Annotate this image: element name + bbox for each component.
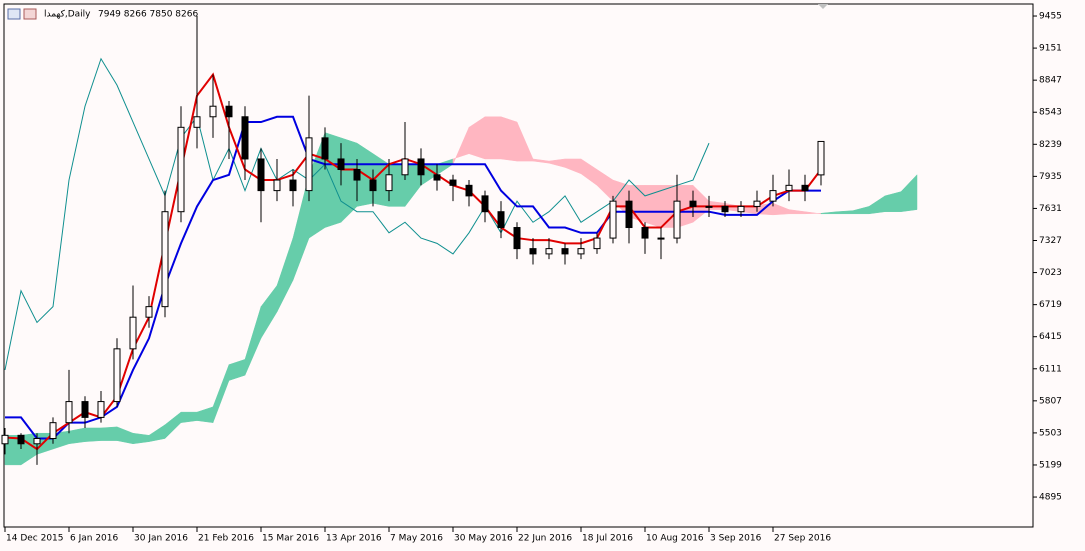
- cloud-segment: [900, 174, 918, 212]
- indicator-line: [4, 57, 710, 371]
- candle-body: [305, 137, 313, 192]
- symbol: كهمدا,Daily: [44, 10, 91, 20]
- shift-marker: [818, 4, 828, 9]
- candle-body: [33, 437, 41, 445]
- y-tick-label: 8847: [1039, 76, 1062, 86]
- candle-body: [625, 200, 633, 229]
- cloud-segment: [180, 411, 198, 423]
- x-tick-label: 7 May 2016: [390, 534, 443, 544]
- plot-area: [3, 3, 1034, 528]
- ohlc-text: 7949 8266 7850 8266: [98, 10, 198, 20]
- candle-body: [513, 227, 521, 250]
- candle-body: [225, 105, 233, 118]
- candle-body: [577, 248, 585, 255]
- x-tick-label: 30 Jan 2016: [134, 534, 188, 544]
- x-tick-label: 3 Sep 2016: [710, 534, 762, 544]
- candle-body: [49, 422, 57, 439]
- y-tick-label: 8239: [1039, 140, 1062, 150]
- x-tick-label: 13 Apr 2016: [326, 534, 382, 544]
- candle-body: [753, 200, 761, 207]
- x-tick-label: 6 Jan 2016: [70, 534, 118, 544]
- candle-body: [545, 248, 553, 255]
- candle-body: [321, 137, 329, 160]
- y-tick-label: 7935: [1039, 172, 1062, 182]
- candle-body: [433, 174, 441, 181]
- candle-body: [593, 237, 601, 250]
- candle-body: [673, 200, 681, 239]
- candle-body: [337, 158, 345, 171]
- y-tick-label: 7023: [1039, 268, 1062, 278]
- candle-body: [129, 316, 137, 350]
- symbol-icon: [7, 8, 37, 20]
- x-tick-label: 14 Dec 2015: [6, 534, 64, 544]
- y-tick-label: 6111: [1039, 364, 1062, 374]
- candle-body: [97, 401, 105, 418]
- cloud-segment: [84, 427, 102, 442]
- candle-body: [817, 140, 825, 176]
- x-tick-label: 21 Feb 2016: [198, 534, 254, 544]
- candle-body: [641, 227, 649, 239]
- y-tick-label: 8543: [1039, 108, 1062, 118]
- candle-body: [17, 434, 25, 445]
- y-tick-label: 5199: [1039, 460, 1062, 470]
- y-tick-label: 5503: [1039, 428, 1062, 438]
- candle-body: [257, 158, 265, 192]
- y-tick-label: 7631: [1039, 204, 1062, 214]
- y-tick-label: 6719: [1039, 300, 1062, 310]
- candle-body: [609, 200, 617, 239]
- candle-body: [769, 190, 777, 202]
- candle-body: [193, 116, 201, 128]
- candle-body: [465, 184, 473, 197]
- cloud-segment: [500, 116, 518, 162]
- candle-body: [209, 105, 217, 118]
- cloud-segment: [100, 426, 118, 441]
- x-tick-label: 18 Jul 2016: [582, 534, 633, 544]
- x-tick-label: 30 May 2016: [454, 534, 513, 544]
- x-tick-label: 27 Sep 2016: [774, 534, 831, 544]
- candle-body: [449, 179, 457, 186]
- candle-body: [81, 401, 89, 418]
- candle-body: [529, 248, 537, 255]
- y-tick-label: 5807: [1039, 396, 1062, 406]
- candle-body: [289, 179, 297, 192]
- candle-body: [1, 434, 9, 445]
- candle-body: [689, 200, 697, 207]
- candle-body: [241, 116, 249, 160]
- candle-body: [401, 158, 409, 176]
- x-tick-label: 10 Aug 2016: [646, 534, 704, 544]
- candle-body: [497, 211, 505, 229]
- candle-body: [145, 306, 153, 318]
- y-tick-label: 6415: [1039, 332, 1062, 342]
- candle-body: [161, 211, 169, 308]
- candle-body: [273, 179, 281, 192]
- candle-body: [705, 205, 713, 208]
- candle-body: [353, 169, 361, 181]
- indicator-line: [5, 115, 821, 440]
- cloud-segment: [484, 116, 502, 160]
- candle-body: [65, 401, 73, 424]
- candle-body: [417, 158, 425, 176]
- y-tick-label: 4895: [1039, 493, 1062, 503]
- x-tick-label: 15 Mar 2016: [262, 534, 319, 544]
- y-tick-label: 7327: [1039, 236, 1062, 246]
- indicator-line: [4, 72, 822, 451]
- y-tick-label: 9455: [1039, 12, 1062, 22]
- candle-body: [385, 174, 393, 192]
- candle-body: [721, 205, 729, 213]
- candle-body: [113, 348, 121, 403]
- cloud-segment: [132, 432, 150, 445]
- candle-body: [785, 184, 793, 192]
- candle-body: [481, 195, 489, 213]
- candle-body: [369, 179, 377, 192]
- candle-body: [177, 126, 185, 213]
- candle-body: [737, 205, 745, 213]
- y-tick-label: 9151: [1039, 44, 1062, 54]
- candle-body: [801, 184, 809, 192]
- candle-body: [657, 237, 665, 240]
- x-tick-label: 22 Jun 2016: [518, 534, 572, 544]
- candle-body: [561, 248, 569, 255]
